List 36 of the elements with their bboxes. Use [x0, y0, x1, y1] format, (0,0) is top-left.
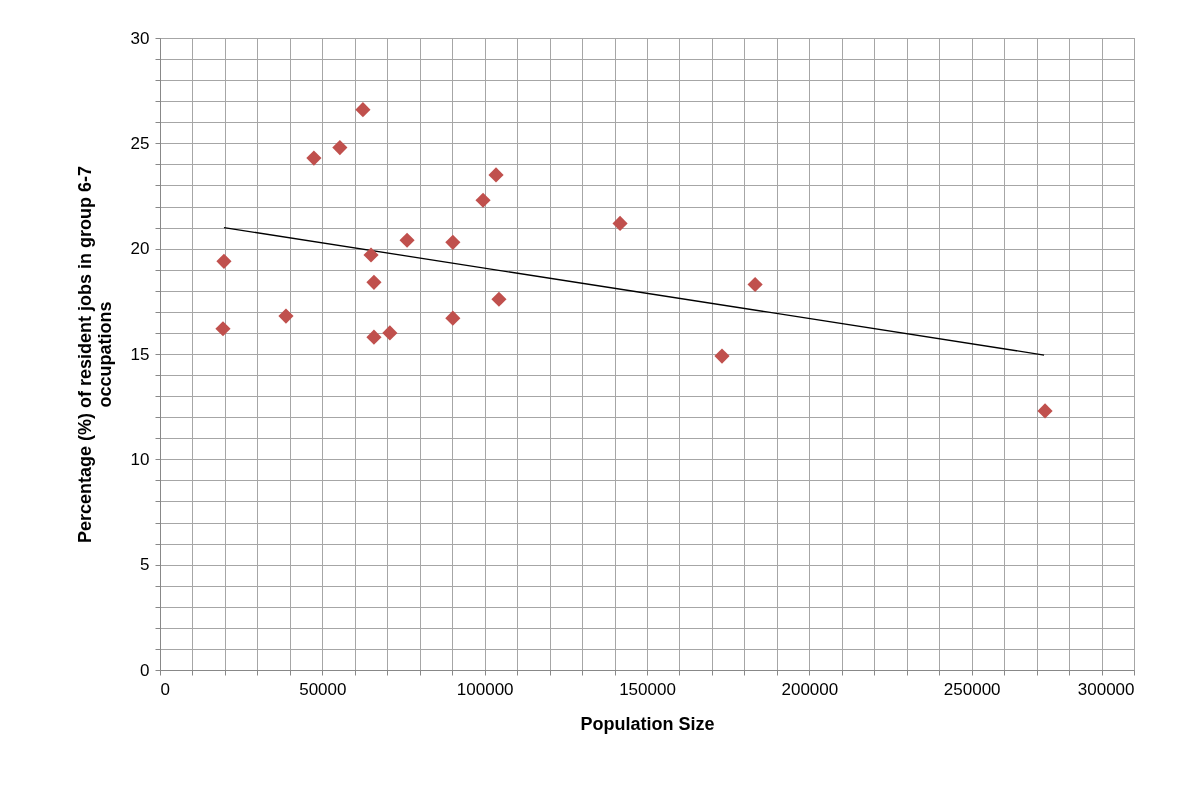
x-axis-title: Population Size — [580, 713, 715, 734]
point — [488, 167, 504, 183]
point — [215, 321, 231, 337]
y-axis-title: Percentage (%) of resident jobs in group 6-7 occupations — [74, 165, 115, 544]
x-tick-label: 300000 — [1077, 679, 1135, 699]
point — [747, 276, 763, 293]
point — [475, 192, 491, 208]
y-tick-label: 0 — [140, 660, 150, 680]
point — [366, 329, 382, 345]
x-tick-label: 150000 — [619, 679, 676, 699]
point — [366, 274, 382, 290]
point — [355, 102, 371, 118]
point — [1037, 403, 1053, 419]
point — [332, 139, 348, 156]
x-tick-label: 250000 — [943, 679, 1001, 699]
x-tick-label: 0 — [160, 679, 170, 699]
y-tick-label: 5 — [140, 555, 150, 575]
point — [306, 150, 322, 166]
point — [382, 325, 398, 341]
point — [363, 247, 379, 263]
y-tick-label: 10 — [130, 449, 150, 469]
point — [216, 253, 232, 269]
point — [714, 348, 730, 364]
point — [445, 234, 461, 250]
y-tick-label: 25 — [130, 133, 150, 153]
x-tick-label: 50000 — [299, 679, 347, 699]
y-tick-label: 15 — [130, 344, 150, 364]
point — [399, 232, 415, 248]
x-tick-label: 200000 — [781, 679, 839, 699]
x-tick-label: 100000 — [456, 679, 514, 699]
point — [278, 308, 294, 324]
point — [491, 291, 507, 307]
y-tick-label: 30 — [130, 28, 150, 48]
point — [445, 310, 461, 326]
y-tick-label: 20 — [130, 239, 150, 259]
point — [612, 215, 628, 231]
